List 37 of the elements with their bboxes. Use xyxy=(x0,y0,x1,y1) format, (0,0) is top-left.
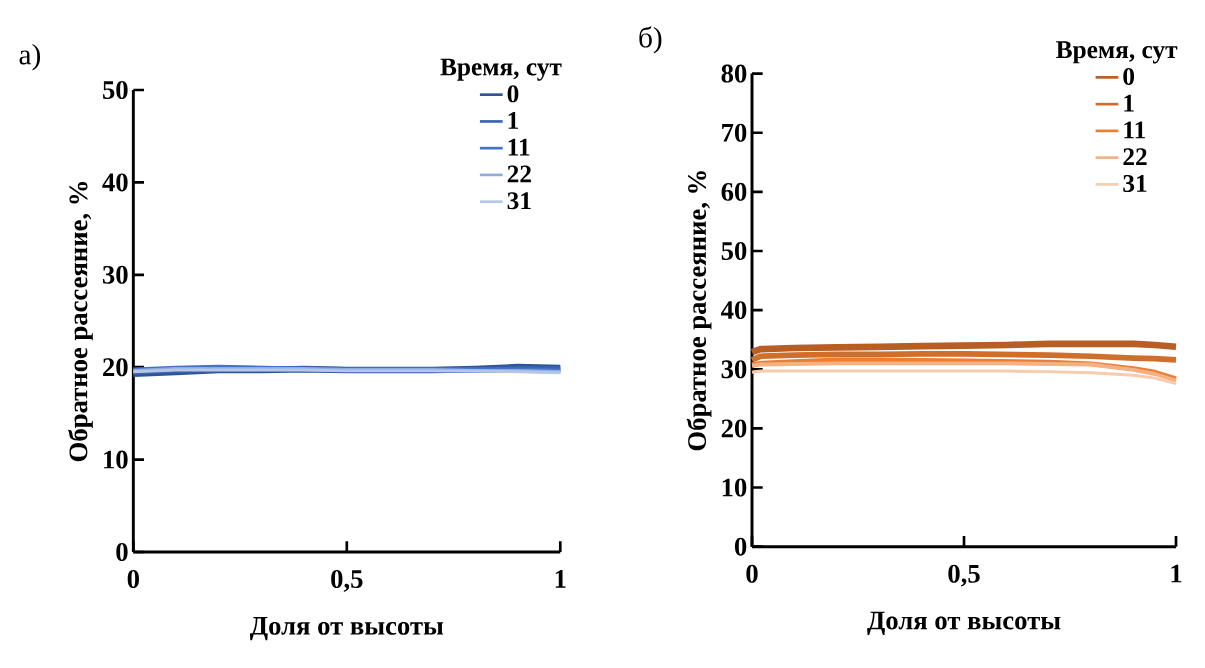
legend-label: 0 xyxy=(1123,67,1135,86)
y-tick-label: 0 xyxy=(116,543,128,561)
legend-label: 22 xyxy=(1123,148,1147,166)
legend-label: 1 xyxy=(1124,94,1134,112)
y-tick-label: 20 xyxy=(103,358,128,377)
y-tick-label: 10 xyxy=(722,478,747,497)
y-tick-label: 30 xyxy=(102,265,128,284)
y-tick-label: 70 xyxy=(722,123,747,142)
legend-label: 1 xyxy=(508,112,519,129)
y-tick-label: 60 xyxy=(721,182,747,201)
y-tick-label: 20 xyxy=(721,419,747,438)
legend-label: 31 xyxy=(1123,175,1147,193)
y-tick-label: 40 xyxy=(720,301,747,320)
x-tick-label: 1 xyxy=(555,570,566,588)
y-tick-label: 30 xyxy=(721,360,747,379)
x-axis-title: Доля от высоты xyxy=(249,617,444,641)
legend-title: Время, сут xyxy=(1056,41,1178,64)
y-tick-label: 50 xyxy=(103,81,128,99)
y-tick-label: 50 xyxy=(721,242,747,260)
chart-title: б) xyxy=(639,26,662,54)
y-axis-title: Обратное рассеяние, % xyxy=(686,171,712,451)
x-tick-label: 1 xyxy=(1171,564,1182,583)
x-axis-title: Доля от высоты xyxy=(867,611,1061,635)
x-tick-label: 0,5 xyxy=(331,570,363,592)
legend-label: 31 xyxy=(507,192,531,210)
legend-label: 0 xyxy=(507,85,519,103)
y-tick-label: 80 xyxy=(721,64,747,83)
y-tick-label: 40 xyxy=(102,173,128,192)
x-tick-label: 0,5 xyxy=(948,564,980,587)
y-axis-title: Обратное рассеяние, % xyxy=(68,182,93,462)
legend-label: 11 xyxy=(1124,121,1145,139)
legend-title: Время, сут xyxy=(440,58,562,81)
y-tick-label: 0 xyxy=(734,537,747,556)
y-tick-label: 10 xyxy=(104,450,128,469)
chart-title: а) xyxy=(19,43,41,71)
legend-label: 11 xyxy=(508,138,530,156)
legend-label: 22 xyxy=(507,165,531,183)
